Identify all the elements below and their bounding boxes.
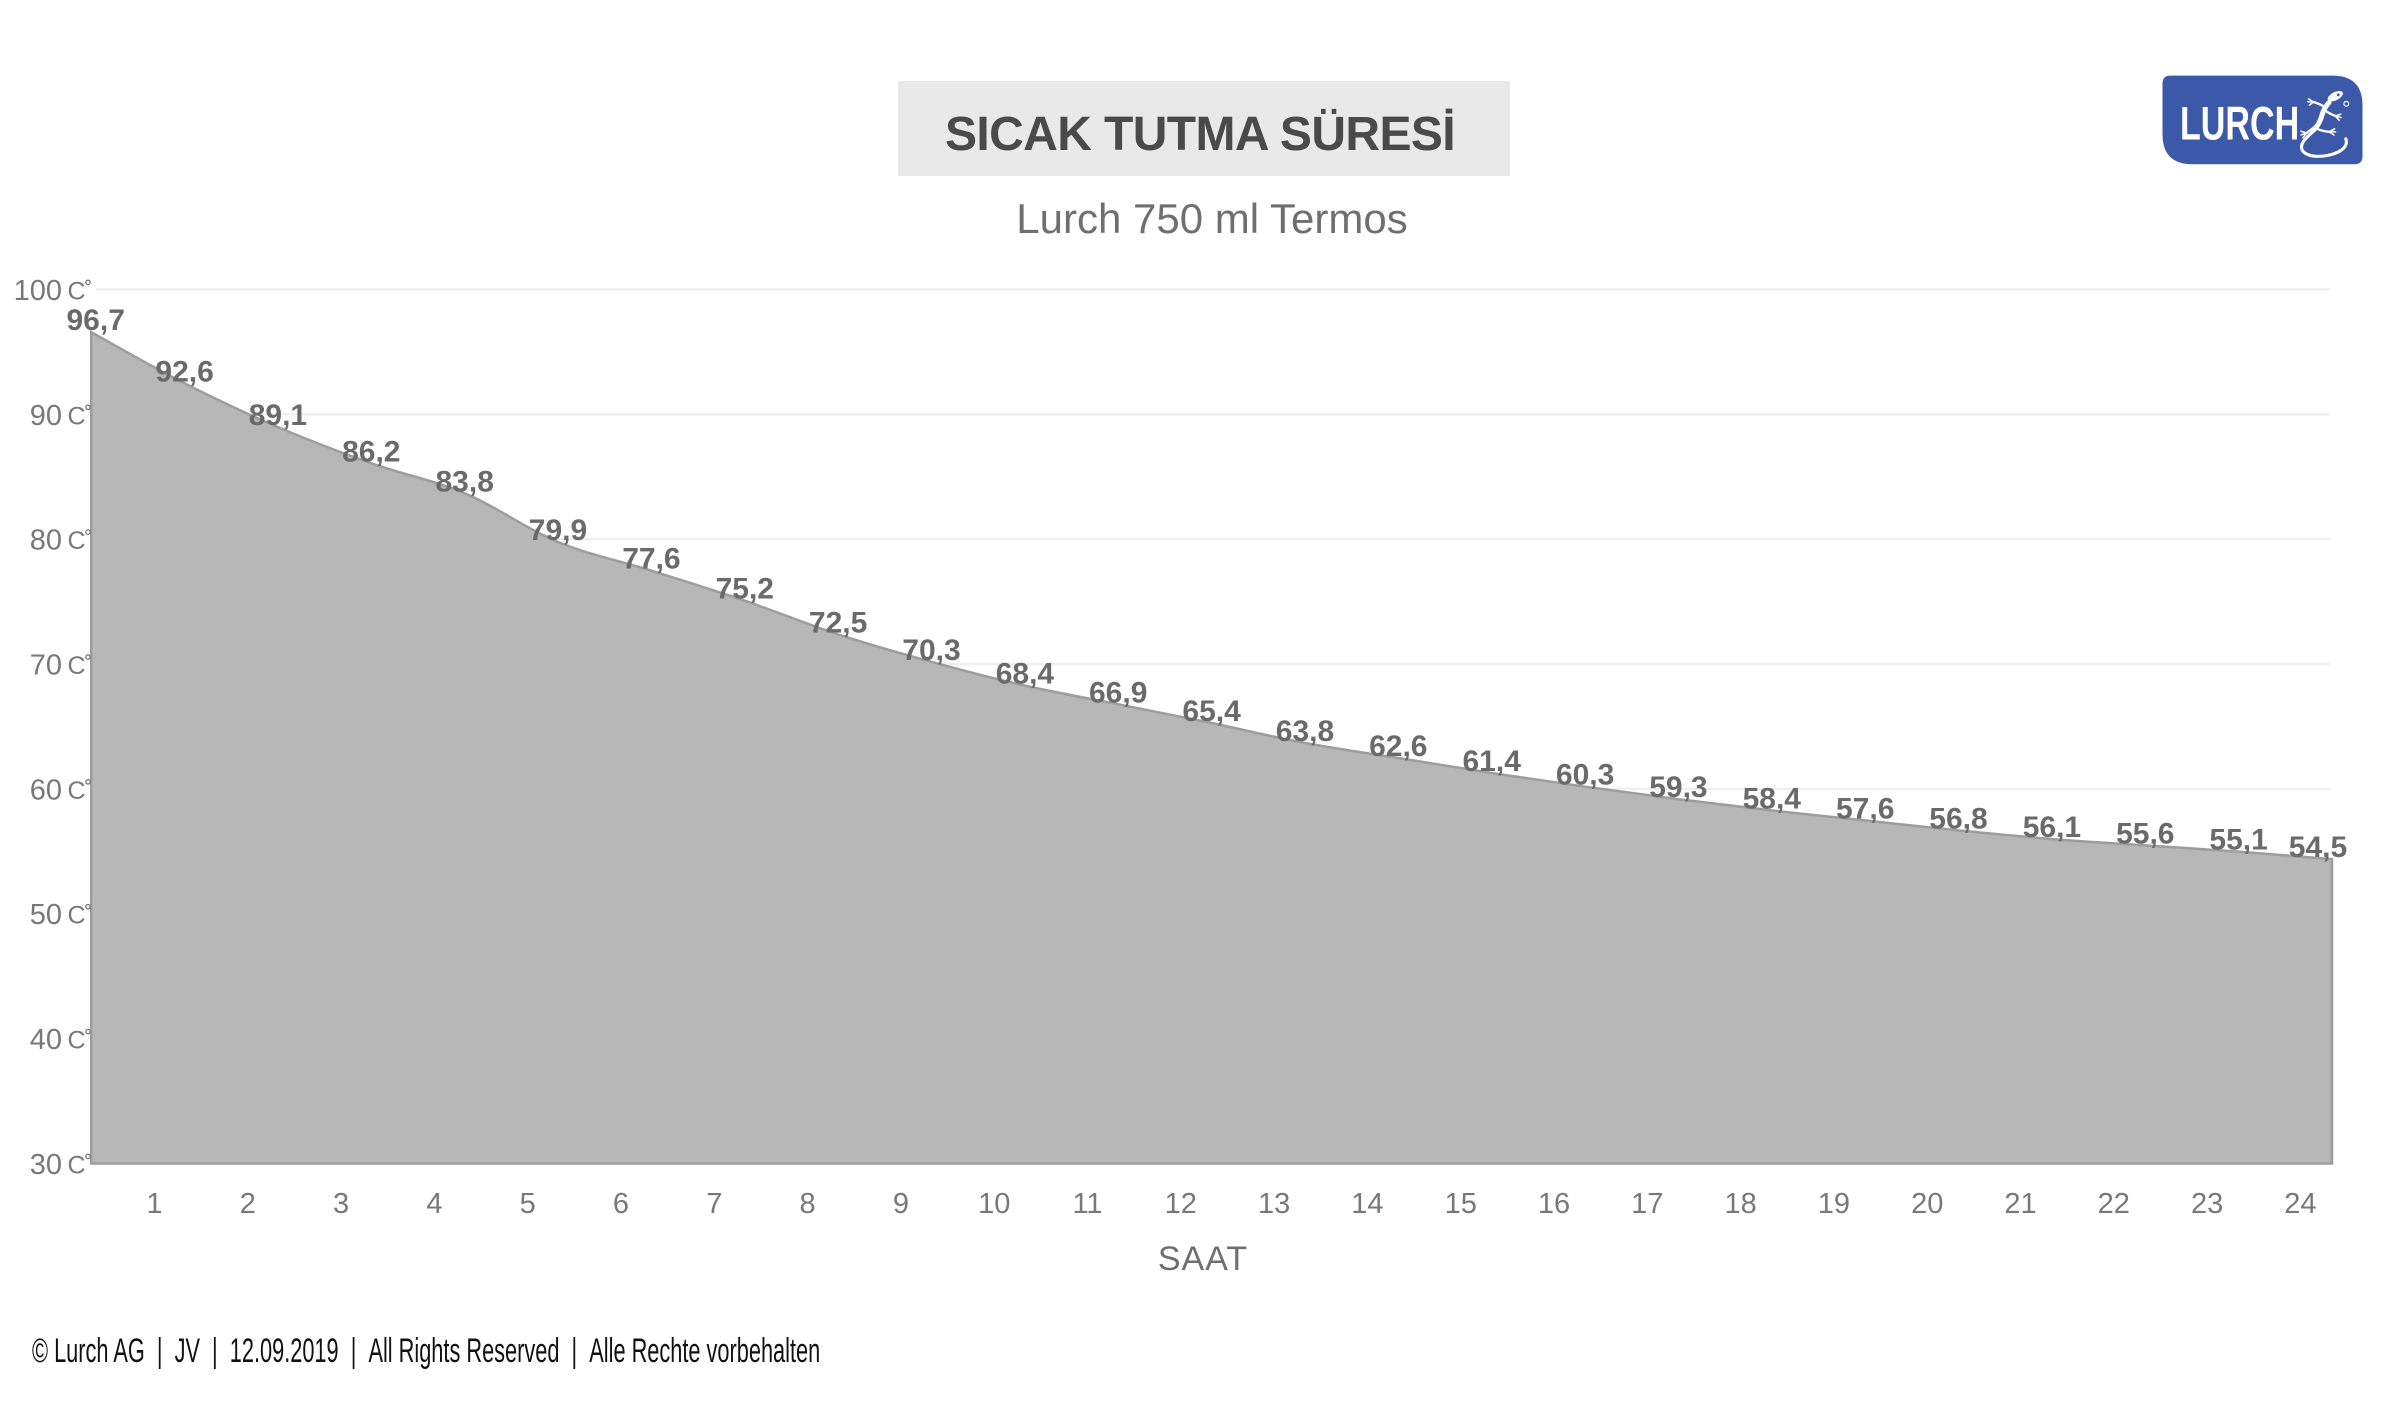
svg-text:21: 21 [2004,1188,2036,1220]
svg-text:C: C [68,1027,86,1055]
svg-text:14: 14 [1351,1188,1383,1220]
svg-text:C: C [68,527,86,555]
svg-text:6: 6 [613,1188,629,1220]
svg-text:40: 40 [30,1024,62,1056]
svg-text:56,1: 56,1 [2023,811,2081,844]
svg-text:86,2: 86,2 [342,435,400,468]
svg-text:77,6: 77,6 [622,543,680,576]
svg-text:12: 12 [1165,1188,1197,1220]
svg-text:63,8: 63,8 [1276,715,1334,748]
svg-text:15: 15 [1445,1188,1477,1220]
svg-text:65,4: 65,4 [1182,695,1241,728]
svg-text:3: 3 [333,1188,349,1220]
svg-text:100: 100 [14,275,62,307]
svg-text:61,4: 61,4 [1463,745,1522,778]
svg-text:66,9: 66,9 [1089,676,1147,709]
svg-text:24: 24 [2284,1188,2316,1220]
svg-text:19: 19 [1818,1188,1850,1220]
svg-text:13: 13 [1258,1188,1290,1220]
svg-text:75,2: 75,2 [716,573,774,606]
svg-text:16: 16 [1538,1188,1570,1220]
svg-text:23: 23 [2191,1188,2223,1220]
svg-text:8: 8 [800,1188,816,1220]
svg-text:18: 18 [1724,1188,1756,1220]
svg-text:17: 17 [1631,1188,1663,1220]
svg-text:C: C [68,277,86,305]
svg-text:90: 90 [30,400,62,432]
svg-text:© Lurch AG | JV | 12.09.20: © Lurch AG | JV | 12.09.2019 | All Right… [32,1332,820,1370]
svg-text:SICAK TUTMA SÜRESİ: SICAK TUTMA SÜRESİ [945,108,1455,161]
svg-text:89,1: 89,1 [249,399,307,432]
svg-text:54,5: 54,5 [2289,831,2347,864]
svg-text:57,6: 57,6 [1836,792,1894,825]
svg-text:22: 22 [2098,1188,2130,1220]
svg-text:92,6: 92,6 [155,355,213,388]
svg-text:20: 20 [1911,1188,1943,1220]
svg-text:Lurch 750 ml Termos: Lurch 750 ml Termos [1016,195,1407,242]
svg-text:59,3: 59,3 [1649,771,1707,804]
svg-text:72,5: 72,5 [809,606,867,639]
svg-text:10: 10 [978,1188,1010,1220]
svg-text:62,6: 62,6 [1369,730,1427,763]
svg-text:56,8: 56,8 [1929,802,1987,835]
svg-text:7: 7 [706,1188,722,1220]
svg-text:C: C [68,777,86,805]
svg-text:5: 5 [520,1188,536,1220]
svg-text:79,9: 79,9 [529,514,587,547]
svg-text:60: 60 [30,774,62,806]
svg-text:1: 1 [146,1188,162,1220]
svg-text:70: 70 [30,650,62,682]
svg-text:SAAT: SAAT [1158,1240,1248,1278]
svg-text:4: 4 [426,1188,442,1220]
svg-text:11: 11 [1072,1188,1102,1220]
svg-text:C: C [68,902,86,930]
svg-text:96,7: 96,7 [67,304,125,337]
svg-text:C: C [68,1151,86,1179]
svg-text:58,4: 58,4 [1743,782,1802,815]
svg-text:60,3: 60,3 [1556,759,1614,792]
svg-text:83,8: 83,8 [436,465,494,498]
svg-text:70,3: 70,3 [902,634,960,667]
svg-text:55,6: 55,6 [2116,817,2174,850]
svg-text:68,4: 68,4 [996,658,1055,691]
svg-text:C: C [68,402,86,430]
svg-text:LURCH: LURCH [2180,97,2299,150]
svg-text:C: C [68,652,86,680]
svg-text:55,1: 55,1 [2209,824,2267,857]
svg-text:50: 50 [30,899,62,931]
svg-text:9: 9 [893,1188,909,1220]
svg-text:30: 30 [30,1149,62,1181]
svg-text:2: 2 [240,1188,256,1220]
svg-text:80: 80 [30,525,62,557]
